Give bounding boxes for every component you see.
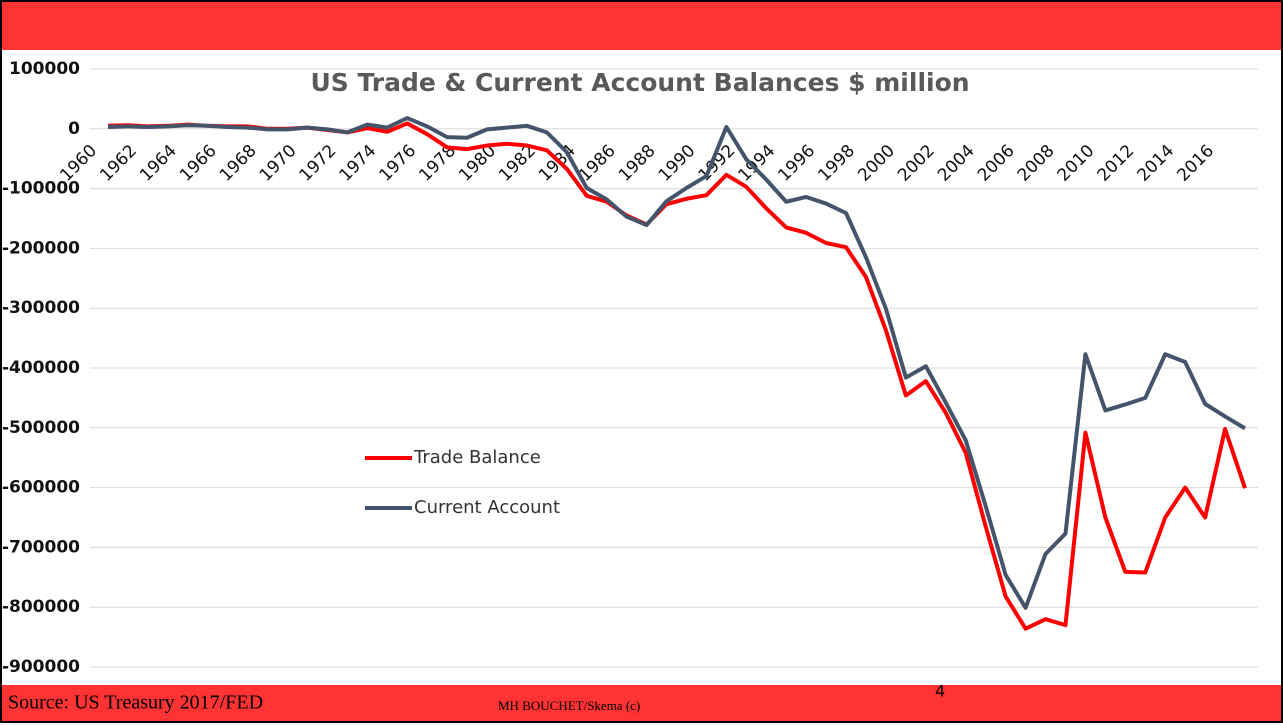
x-tick-label: 1990: [655, 141, 700, 186]
x-tick-label: 2012: [1094, 141, 1139, 186]
x-tick-label: 1974: [336, 141, 381, 186]
x-tick-label: 2010: [1054, 141, 1099, 186]
x-tick-label: 1962: [96, 141, 141, 186]
y-tick-label: -300000: [2, 298, 80, 318]
y-tick-label: -600000: [2, 478, 80, 498]
x-tick-label: 2002: [894, 141, 939, 186]
y-tick-label: -500000: [2, 418, 80, 438]
x-tick-label: 2000: [854, 141, 899, 186]
y-tick-label: -900000: [2, 657, 80, 677]
x-tick-label: 1968: [216, 141, 261, 186]
chart-title: US Trade & Current Account Balances $ mi…: [310, 68, 969, 97]
x-tick-label: 1998: [814, 141, 859, 186]
x-tick-label: 2014: [1133, 141, 1178, 186]
x-tick-label: 2004: [934, 141, 979, 186]
header-band: [0, 0, 1283, 50]
y-tick-label: 100000: [9, 59, 80, 79]
x-tick-label: 1970: [256, 141, 301, 186]
series-line: [107, 121, 1247, 631]
y-tick-label: -700000: [2, 537, 80, 557]
footer-source: Source: US Treasury 2017/FED: [8, 692, 263, 714]
y-tick-label: -800000: [2, 597, 80, 617]
footer-author: MH BOUCHET/Skema (c): [498, 698, 640, 713]
x-tick-label: 2016: [1173, 141, 1218, 186]
x-tick-label: 1976: [375, 141, 420, 186]
x-tick-label: 1988: [615, 141, 660, 186]
page-number: 4: [935, 682, 945, 701]
footer-band: [0, 685, 1283, 721]
x-tick-label: 1972: [296, 141, 341, 186]
legend-label: Trade Balance: [413, 447, 541, 468]
y-tick-label: -400000: [2, 358, 80, 378]
series-line: [107, 116, 1247, 610]
legend-label: Current Account: [414, 497, 560, 518]
x-tick-label: 1964: [136, 141, 181, 186]
y-tick-label: -200000: [2, 238, 80, 258]
x-tick-label: 2006: [974, 141, 1019, 186]
x-tick-label: 1966: [176, 141, 221, 186]
x-tick-label: 2008: [1014, 141, 1059, 186]
y-tick-label: 0: [68, 119, 80, 139]
y-tick-label: -100000: [2, 179, 80, 199]
x-tick-label: 1996: [774, 141, 819, 186]
